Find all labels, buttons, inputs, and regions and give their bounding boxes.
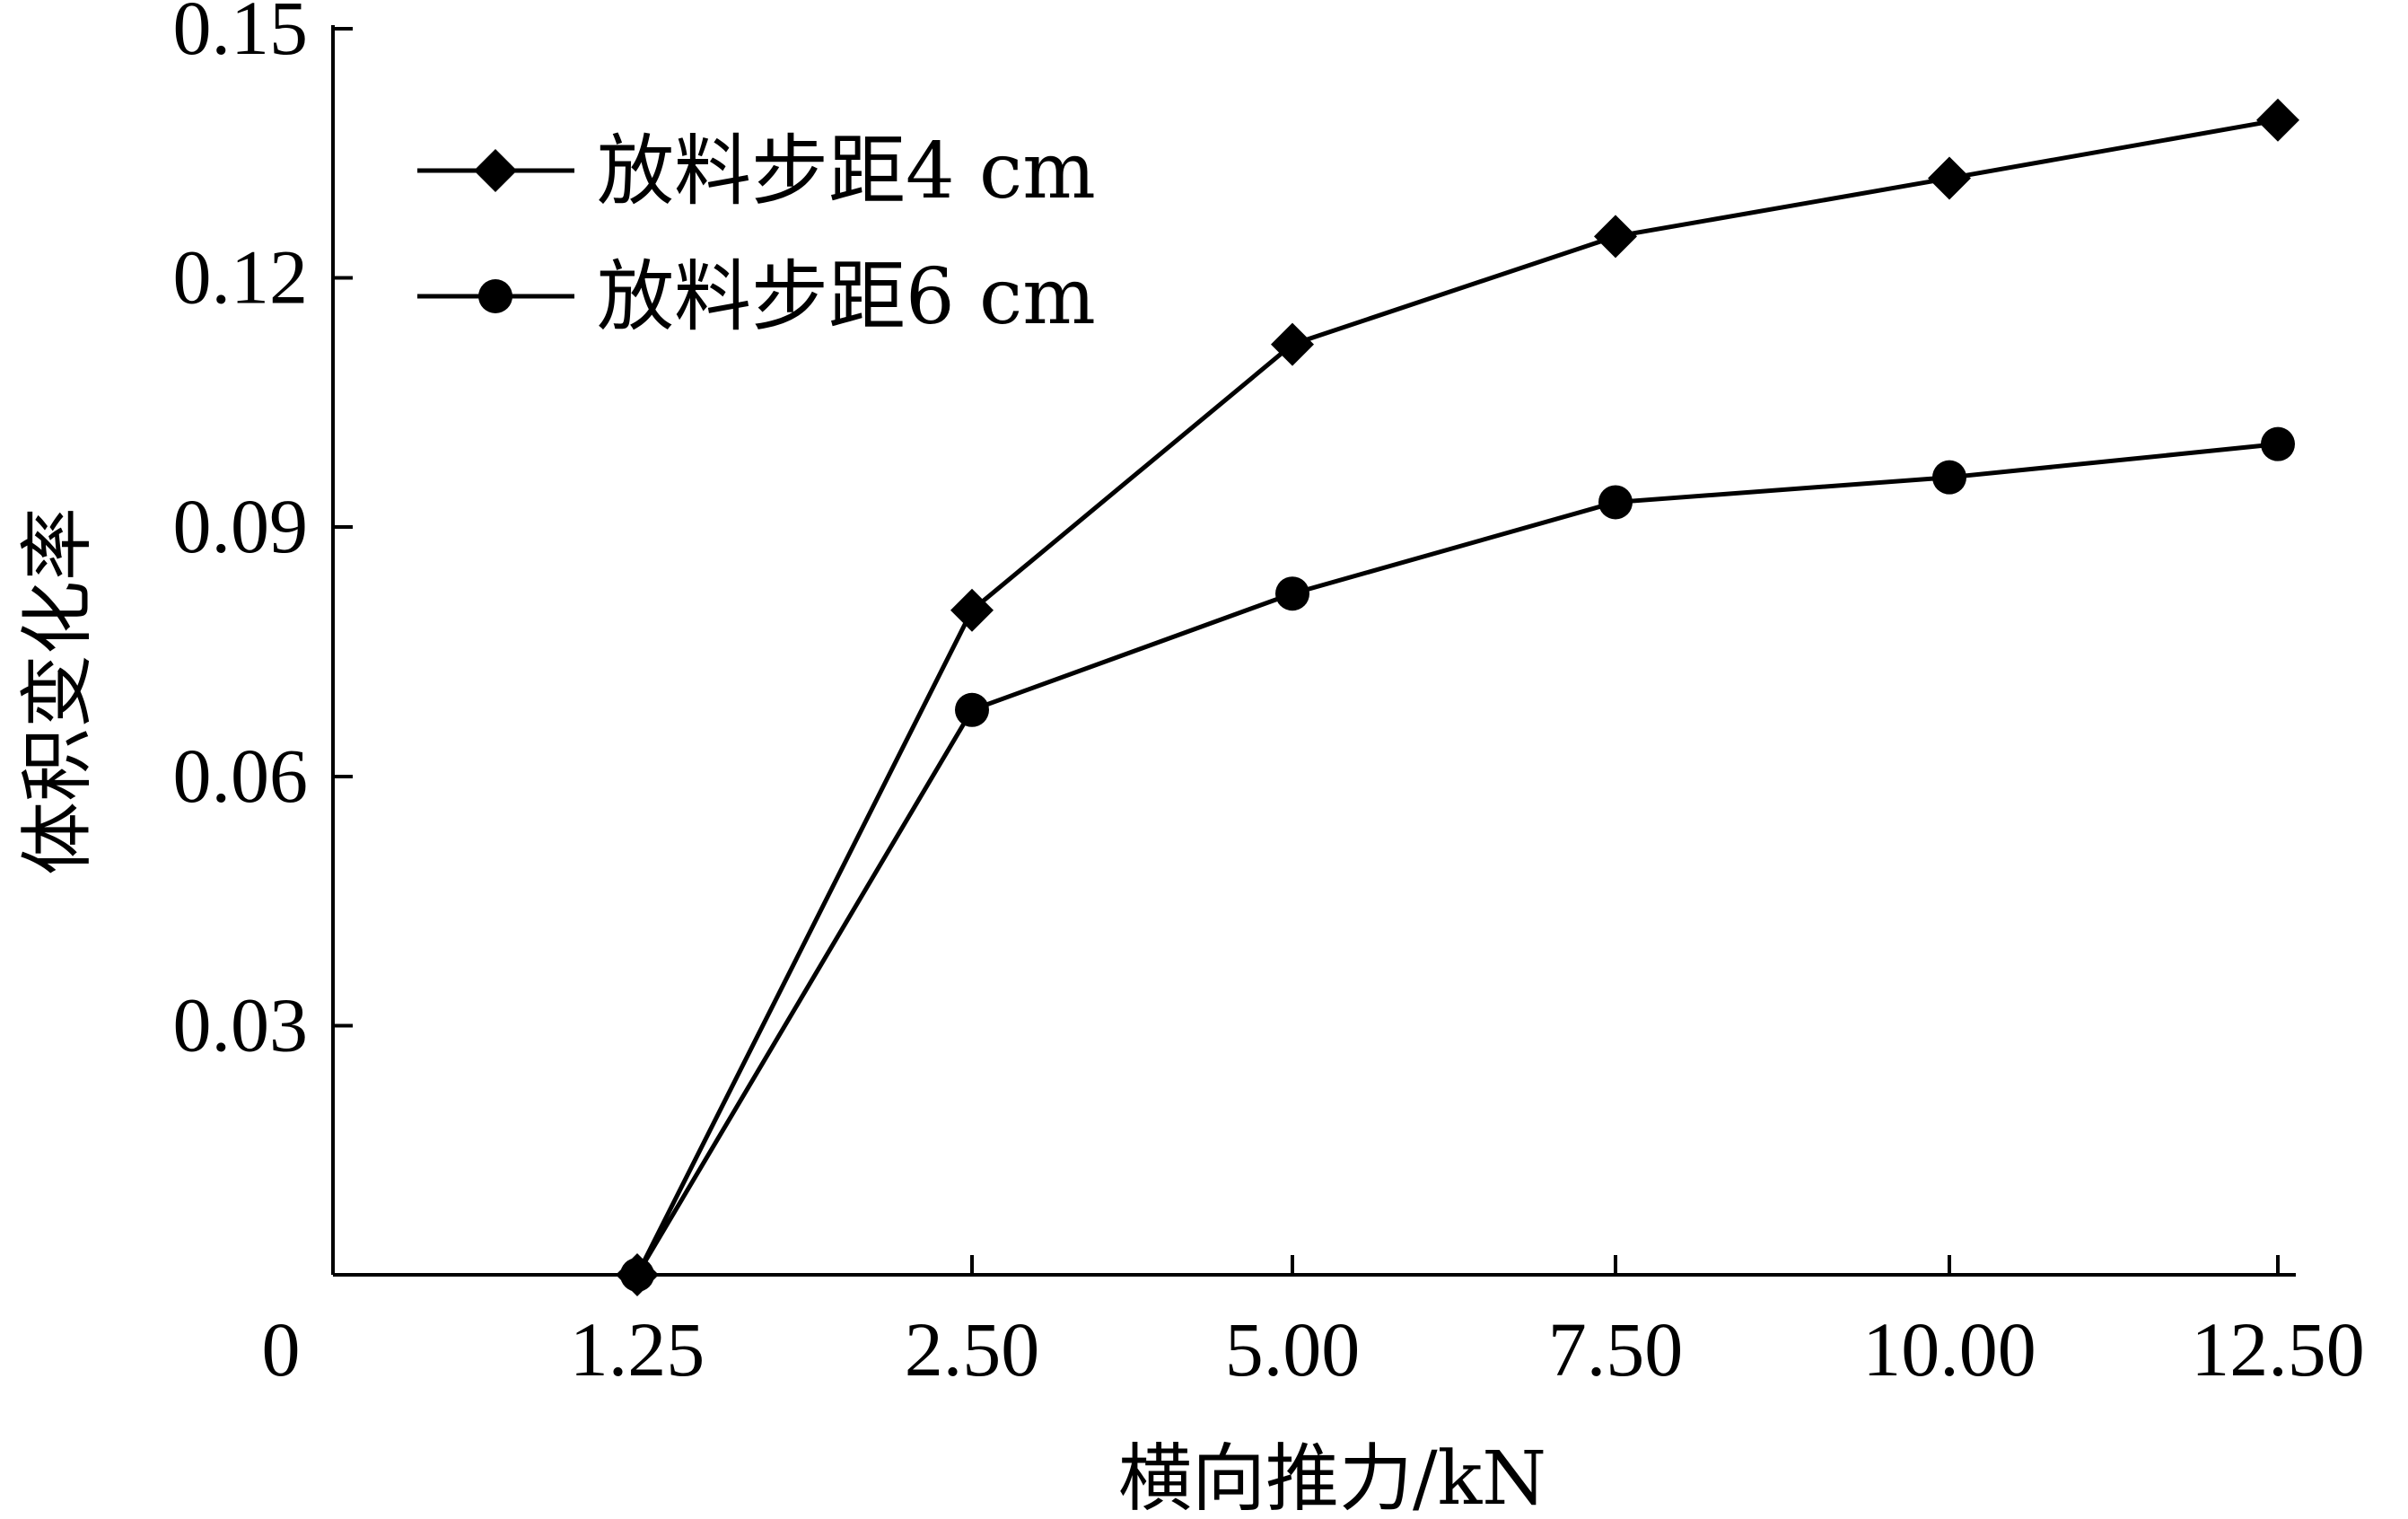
y-axis-title: 体积变化率 — [15, 507, 101, 875]
data-point — [950, 588, 994, 632]
data-point — [1598, 485, 1633, 520]
x-tick-label: 12.50 — [2191, 1306, 2365, 1392]
x-axis-title: 横向推力/kN — [1118, 1436, 1546, 1519]
data-point — [1275, 576, 1309, 611]
x-tick-label: 2.50 — [905, 1306, 1040, 1392]
series-line — [635, 442, 2279, 1277]
x-tick-label: 5.00 — [1225, 1306, 1361, 1392]
series — [616, 98, 2299, 1296]
series-line — [635, 118, 2279, 1277]
legend-marker — [474, 149, 517, 192]
data-point — [2256, 98, 2299, 142]
data-point — [955, 692, 989, 727]
y-tick-label: 0.15 — [173, 0, 309, 71]
y-ticks: 0.03 0.06 0.09 0.12 0.15 — [173, 0, 353, 1067]
axes — [331, 25, 2296, 1277]
data-point — [1271, 322, 1314, 366]
data-point — [620, 1258, 654, 1292]
legend-marker — [478, 279, 512, 313]
x-tick-label: 10.00 — [1862, 1306, 2036, 1392]
y-tick-label: 0.06 — [173, 733, 309, 819]
legend-item: 放料步距4 cm — [417, 127, 1096, 216]
series-2 — [620, 426, 2295, 1292]
legend-label: 放料步距6 cm — [597, 252, 1096, 342]
y-tick-label: 0.09 — [173, 483, 309, 569]
y-tick-label: 0.12 — [173, 234, 309, 320]
x-ticks: 1.25 2.50 5.00 7.50 10.00 12.50 — [570, 1255, 2365, 1392]
data-point — [2261, 426, 2295, 461]
data-point — [1928, 156, 1971, 200]
legend: 放料步距4 cm 放料步距6 cm — [417, 127, 1096, 342]
legend-label: 放料步距4 cm — [597, 127, 1096, 216]
x-tick-label: 1.25 — [570, 1306, 705, 1392]
data-point — [1594, 215, 1637, 259]
data-point — [1932, 460, 1966, 495]
legend-item: 放料步距6 cm — [417, 252, 1096, 342]
x-tick-label: 7.50 — [1548, 1306, 1684, 1392]
y-tick-label: 0.03 — [173, 981, 309, 1067]
origin-tick-label: 0 — [262, 1306, 301, 1392]
